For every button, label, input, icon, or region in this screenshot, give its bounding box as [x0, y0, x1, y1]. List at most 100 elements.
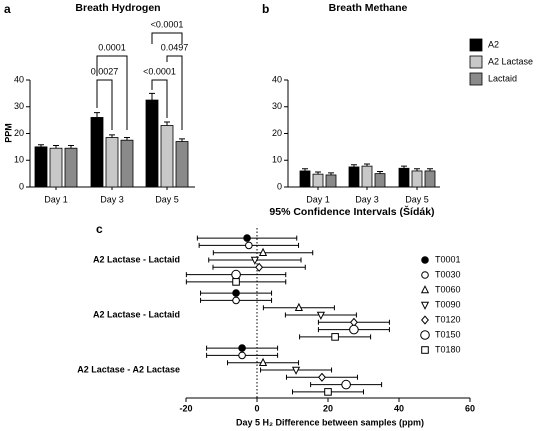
error-bar [302, 168, 308, 171]
estimate-point [331, 333, 339, 341]
x-tick-label: Day 3 [355, 194, 379, 204]
x-tick-label: Day 1 [306, 194, 330, 204]
bar [325, 174, 337, 188]
legend-label: T0001 [435, 254, 461, 264]
y-tick-label: 20 [14, 128, 24, 138]
panel-letter: a [4, 2, 11, 16]
y-tick-label: 10 [14, 155, 24, 165]
bar [49, 147, 63, 188]
y-tick-label: 0 [19, 181, 24, 191]
chart-title: 95% Confidence Intervals (Šídák) [269, 205, 434, 218]
legend-label: T0030 [435, 269, 461, 279]
estimate-point [245, 241, 253, 250]
group-label: A2 Lactase - Lactaid [93, 309, 180, 319]
x-tick-label: 60 [465, 403, 475, 413]
y-axis-label: PPM [3, 123, 13, 143]
p-value-label: 0.0027 [91, 66, 119, 76]
x-tick-label: Day 5 [155, 194, 179, 204]
legend-marker [421, 315, 429, 325]
p-value-label: <0.0001 [143, 66, 176, 76]
error-bar [315, 171, 321, 175]
legend-label: T0150 [435, 329, 461, 339]
error-bar [328, 172, 334, 175]
estimate-point [258, 357, 268, 366]
y-tick-label: 30 [14, 101, 24, 111]
bar [361, 165, 373, 188]
group-label: A2 Lactase - A2 Lactase [77, 364, 180, 374]
legend-label: T0180 [435, 344, 461, 354]
estimate-point [341, 379, 351, 390]
legend-marker [421, 346, 429, 354]
estimate-point [250, 256, 259, 265]
x-axis-label: Day 5 H₂ Difference between samples (ppm… [236, 417, 424, 427]
legend-label: Lactaid [488, 73, 517, 83]
x-tick-label: 0 [254, 403, 259, 413]
bar [90, 117, 104, 188]
bar [64, 147, 78, 188]
error-bar [68, 145, 74, 149]
estimate-point [232, 289, 240, 297]
error-bar [427, 168, 433, 171]
error-bar [38, 144, 44, 147]
estimate-point [238, 344, 246, 352]
legend-marker [420, 285, 430, 294]
significance-bracket [151, 79, 168, 118]
bar [34, 146, 48, 188]
error-bar [364, 163, 370, 167]
estimate-point [232, 278, 240, 286]
x-tick-label: Day 3 [100, 194, 124, 204]
bar [411, 170, 423, 188]
estimate-point [231, 269, 241, 280]
legend-label: T0120 [435, 314, 461, 324]
legend-swatch [469, 38, 483, 52]
panel-letter: c [96, 222, 103, 236]
y-tick-label: 10 [272, 155, 282, 165]
y-tick-label: 30 [272, 101, 282, 111]
group-label: A2 Lactase - Lactaid [93, 254, 180, 264]
significance-bracket [151, 32, 183, 44]
x-tick-label: 40 [394, 403, 404, 413]
x-tick-label: 20 [323, 403, 333, 413]
error-bar [149, 92, 155, 101]
estimate-point [232, 296, 240, 305]
p-value-label: <0.0001 [151, 19, 184, 29]
bar [312, 173, 324, 188]
bar [105, 137, 119, 188]
chart-title: Breath Hydrogen [75, 2, 160, 14]
bar [175, 141, 189, 188]
legend-marker [421, 271, 429, 279]
estimate-point [238, 351, 246, 360]
significance-bracket [96, 55, 128, 130]
estimate-point [318, 372, 326, 382]
error-bar [414, 168, 420, 171]
bar [160, 125, 174, 188]
significance-bracket [96, 79, 113, 130]
legend-marker [421, 256, 429, 264]
estimate-point [258, 247, 268, 256]
bar [145, 99, 159, 188]
estimate-point [316, 311, 326, 320]
legend-label: T0090 [435, 299, 461, 309]
y-tick-label: 20 [272, 128, 282, 138]
legend-marker [420, 301, 430, 310]
error-bar [94, 112, 100, 118]
error-bar [109, 134, 115, 138]
bar [120, 139, 134, 188]
estimate-point [291, 366, 301, 375]
legend-label: A2 Lactase [488, 56, 533, 66]
estimate-point [324, 388, 332, 396]
estimate-point [243, 234, 251, 242]
x-tick-label: -20 [179, 403, 192, 413]
bar [398, 167, 410, 188]
error-bar [124, 137, 130, 141]
p-value-label: 0.0001 [98, 42, 126, 52]
bar [374, 173, 386, 188]
legend-swatch [469, 72, 483, 86]
error-bar [164, 121, 170, 126]
bar [424, 170, 436, 188]
estimate-point [255, 262, 264, 272]
error-bar [179, 138, 185, 142]
bar [299, 170, 311, 188]
estimate-point [294, 302, 303, 311]
